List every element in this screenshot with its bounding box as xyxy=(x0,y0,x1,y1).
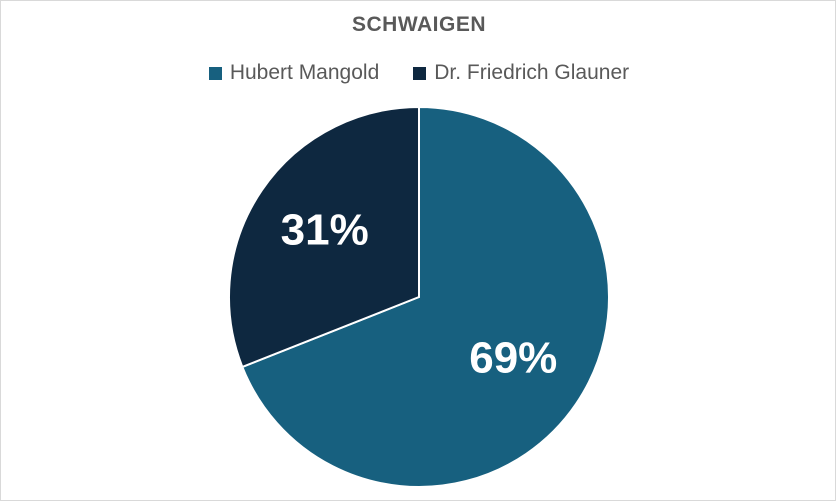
pie-slice-1 xyxy=(241,105,610,488)
pie-data-label-1: 69% xyxy=(469,334,557,383)
pie-data-label-2: 31% xyxy=(281,206,369,255)
pie-data-labels: 69% 31% xyxy=(281,206,558,383)
legend-label-friedrich-glauner: Dr. Friedrich Glauner xyxy=(434,61,630,84)
legend-label-hubert-mangold: Hubert Mangold xyxy=(229,61,380,84)
pie-slice-2 xyxy=(228,105,420,369)
pie-slices xyxy=(228,105,610,488)
legend-item-friedrich-glauner: Dr. Friedrich Glauner xyxy=(413,61,629,85)
chart-legend: Hubert Mangold Dr. Friedrich Glauner xyxy=(1,61,836,85)
legend-item-hubert-mangold: Hubert Mangold xyxy=(208,61,380,85)
chart-title: SCHWAIGEN xyxy=(351,13,486,36)
legend-swatch-hubert-mangold xyxy=(208,66,222,80)
legend-swatch-friedrich-glauner xyxy=(413,66,427,80)
